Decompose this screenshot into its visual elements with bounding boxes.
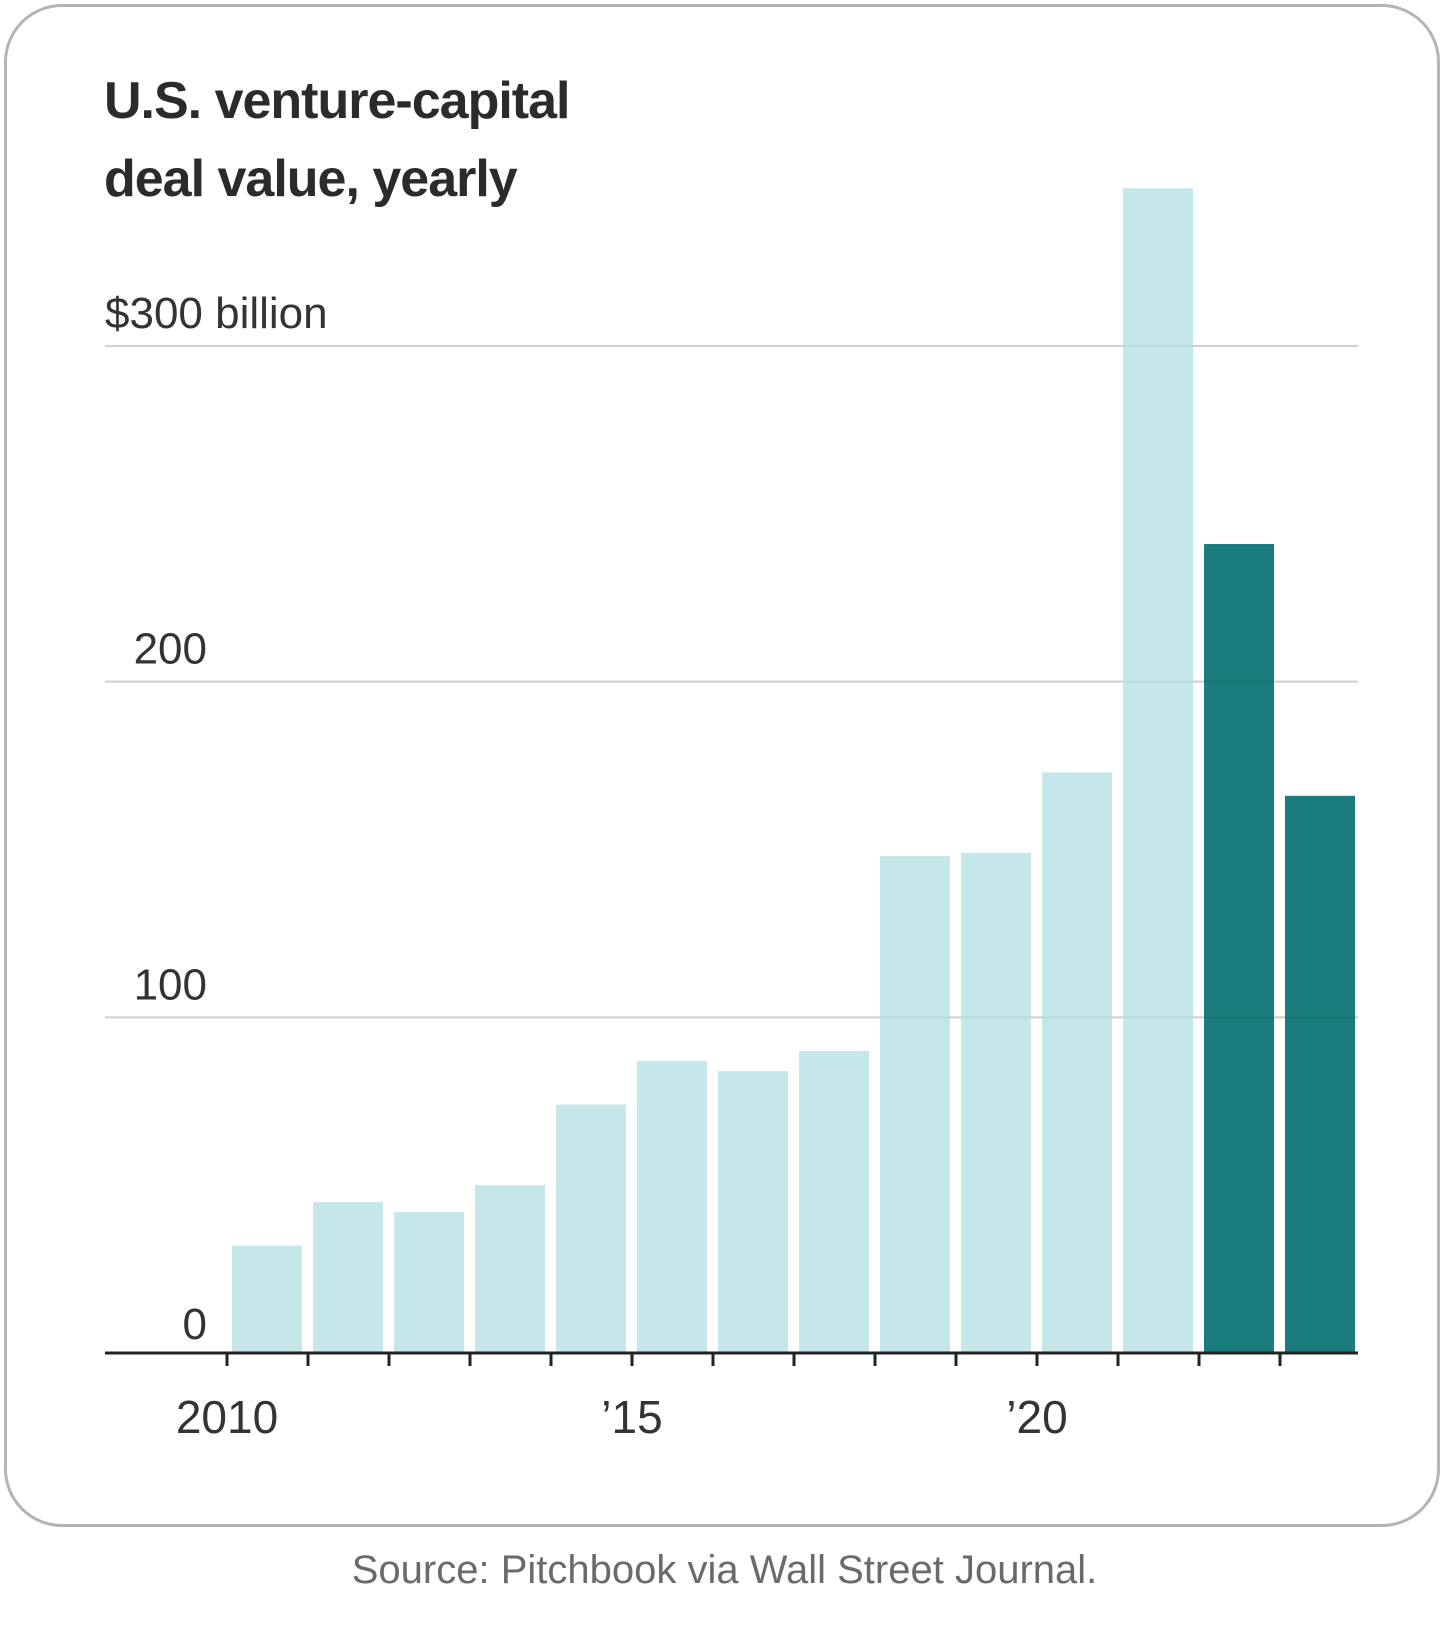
bar-2020 — [1042, 772, 1112, 1353]
bar-2023 — [1285, 795, 1355, 1353]
y-tick-label-100: 100 — [134, 960, 207, 1009]
bar-2019 — [961, 852, 1031, 1353]
bar-2018 — [880, 856, 950, 1353]
chart-title-line-1: U.S. venture-capital — [104, 72, 570, 130]
x-tick-label-2010: 2010 — [176, 1391, 278, 1443]
bar-2013 — [475, 1185, 545, 1353]
bars — [105, 188, 1358, 1353]
y-tick-label-200: 200 — [134, 625, 207, 674]
chart-title-line-2: deal value, yearly — [104, 150, 518, 208]
bar-2015 — [637, 1060, 707, 1353]
bar-2016 — [718, 1071, 788, 1353]
source-note: Source: Pitchbook via Wall Street Journa… — [351, 1548, 1098, 1592]
bar-chart: 0 100 200 $300 billion 2010 ’15 ’20 — [105, 188, 1358, 1443]
bar-2011 — [313, 1201, 383, 1353]
bar-2022 — [1204, 544, 1274, 1353]
x-tick-labels: 2010 ’15 ’20 — [176, 1391, 1068, 1443]
y-tick-label-300: $300 billion — [105, 289, 328, 338]
bar-2017 — [799, 1050, 869, 1353]
y-tick-label-0: 0 — [183, 1300, 207, 1349]
x-axis — [105, 1351, 1358, 1366]
y-tick-labels: 0 100 200 $300 billion — [105, 289, 328, 1349]
chart-title: U.S. venture-capital deal value, yearly — [104, 62, 824, 218]
x-tick-label-2020: ’20 — [1006, 1391, 1067, 1443]
bar-2010 — [232, 1245, 302, 1353]
x-tick-label-2015: ’15 — [601, 1391, 662, 1443]
bar-2012 — [394, 1212, 464, 1353]
bar-2021 — [1123, 188, 1193, 1353]
bar-2014 — [556, 1104, 626, 1353]
